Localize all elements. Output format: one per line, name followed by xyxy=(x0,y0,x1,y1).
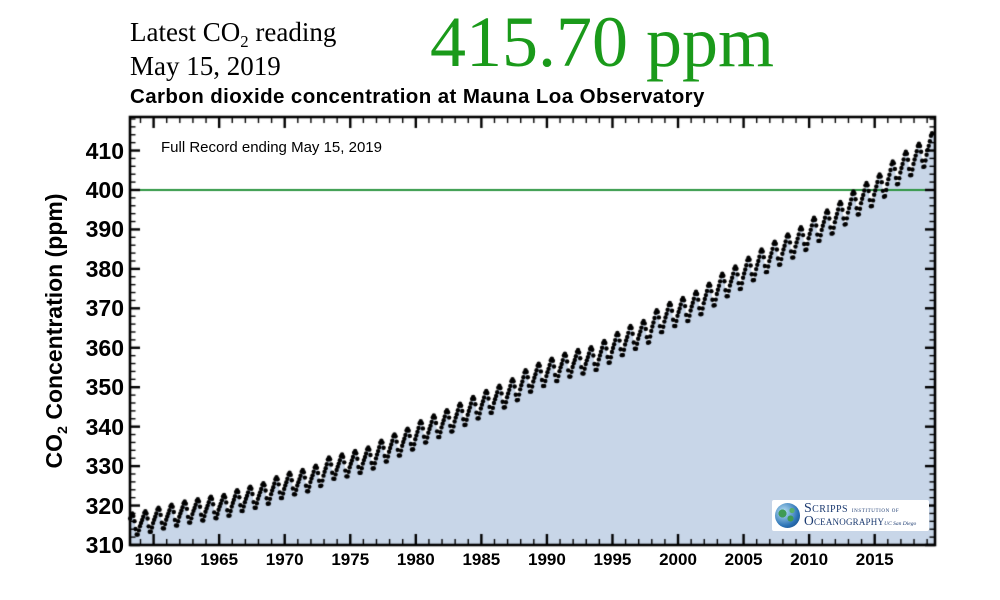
logo-ucsd-text: UC San Diego xyxy=(884,521,917,527)
y-tick-label: 370 xyxy=(85,295,124,322)
full-record-annotation: Full Record ending May 15, 2019 xyxy=(161,139,382,156)
y-axis-title: CO2 Concentration (ppm) xyxy=(41,194,71,469)
latest-label-text: Latest CO xyxy=(130,17,241,47)
y-tick-label: 360 xyxy=(85,334,124,361)
globe-icon xyxy=(775,503,800,528)
y-tick-label: 390 xyxy=(85,216,124,243)
y-axis-title-suffix: Concentration (ppm) xyxy=(41,193,68,427)
x-tick-label: 1985 xyxy=(462,550,501,569)
logo-scripps-text: Scripps xyxy=(804,501,848,516)
x-tick-label: 2000 xyxy=(659,550,697,569)
x-tick-label: 1960 xyxy=(134,550,173,569)
x-tick-label: 1975 xyxy=(331,550,370,569)
y-tick-label: 310 xyxy=(85,532,124,558)
x-tick-label: 1965 xyxy=(200,550,239,569)
y-tick-label: 330 xyxy=(85,453,124,480)
logo-oceanography-text: Oceanography xyxy=(804,513,885,528)
y-tick-label: 340 xyxy=(85,413,124,440)
chart-title: Carbon dioxide concentration at Mauna Lo… xyxy=(130,85,705,108)
co2-subscript: 2 xyxy=(240,31,249,51)
latest-reading-date: May 15, 2019 xyxy=(130,51,281,81)
y-tick-label: 350 xyxy=(85,374,124,401)
y-axis-title-text: CO xyxy=(41,433,68,469)
latest-reading-label: Latest CO2 reading xyxy=(130,17,336,57)
x-tick-label: 2005 xyxy=(724,550,763,569)
x-tick-label: 1970 xyxy=(265,550,304,569)
latest-co2-value: 415.70 ppm xyxy=(430,2,775,82)
x-tick-label: 1990 xyxy=(527,550,566,569)
x-tick-label: 1980 xyxy=(396,550,435,569)
scripps-oceanography-logo: Scripps INSTITUTION OF OceanographyUC Sa… xyxy=(772,500,929,531)
y-tick-label: 380 xyxy=(85,255,124,282)
y-tick-label: 320 xyxy=(85,492,124,519)
y-axis-co2-subscript: 2 xyxy=(54,426,71,434)
y-tick-label: 400 xyxy=(85,176,124,203)
latest-label-suffix: reading xyxy=(248,17,337,47)
logo-scripps-line: Scripps INSTITUTION OF xyxy=(804,502,899,519)
logo-oceanography-line: OceanographyUC San Diego xyxy=(804,514,916,531)
x-tick-label: 2010 xyxy=(790,550,829,569)
x-tick-label: 2015 xyxy=(855,550,894,569)
logo-institution-text: INSTITUTION OF xyxy=(851,509,900,514)
x-tick-label: 1995 xyxy=(593,550,632,569)
y-tick-label: 410 xyxy=(85,137,124,164)
